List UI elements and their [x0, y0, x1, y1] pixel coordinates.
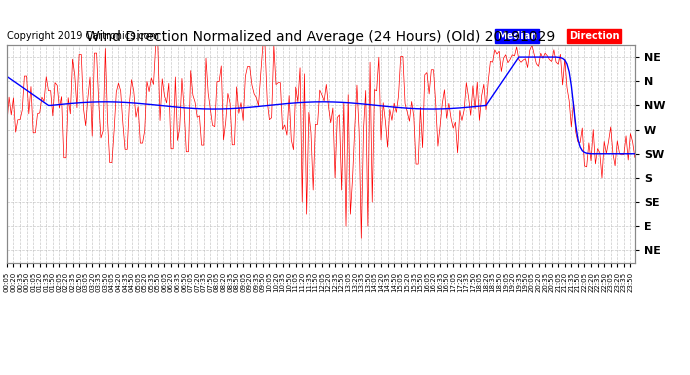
- Text: Median: Median: [497, 31, 537, 40]
- Text: Copyright 2019 Cartronics.com: Copyright 2019 Cartronics.com: [7, 31, 159, 40]
- Title: Wind Direction Normalized and Average (24 Hours) (Old) 20191029: Wind Direction Normalized and Average (2…: [86, 30, 555, 44]
- Text: Direction: Direction: [569, 31, 620, 40]
